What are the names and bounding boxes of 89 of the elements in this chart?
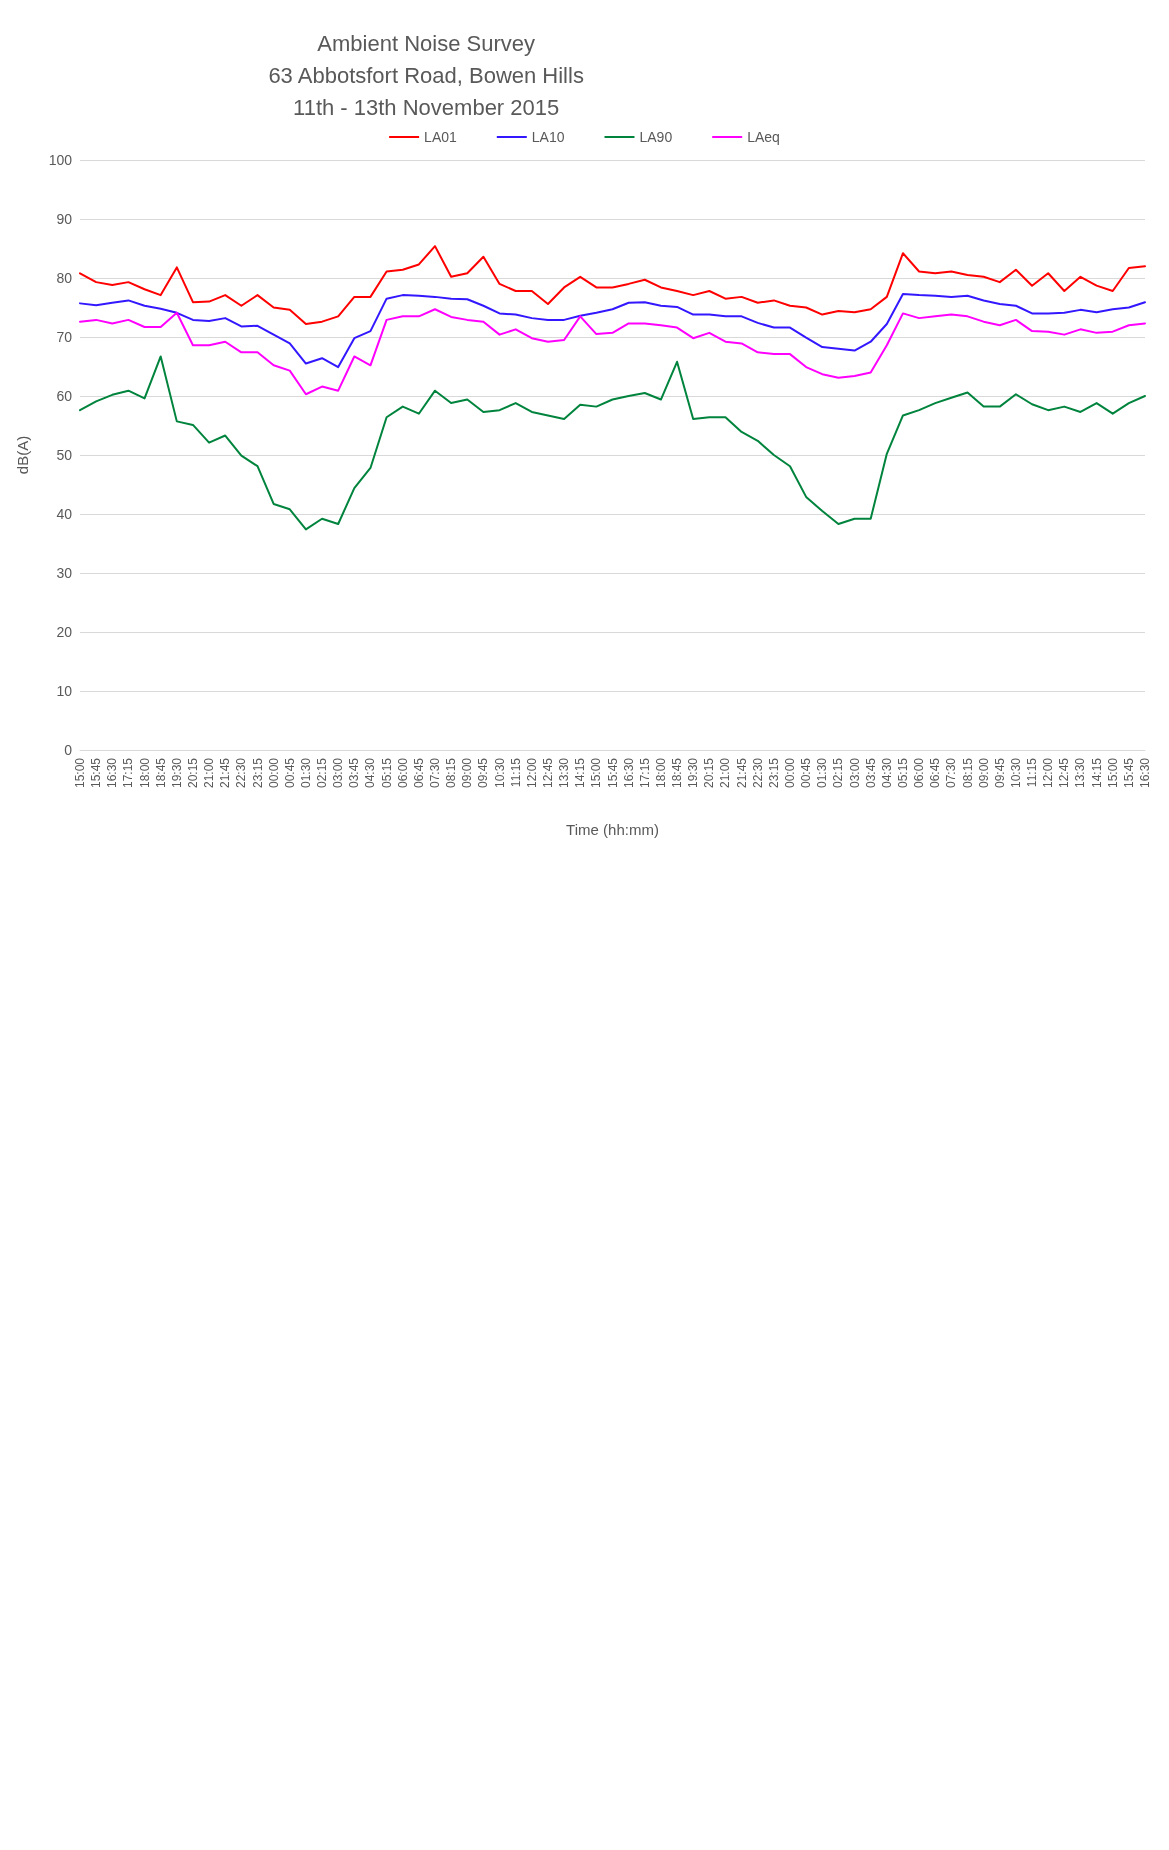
- x-tick-label: 16:30: [1138, 757, 1152, 789]
- x-tick-label: 09:45: [476, 757, 491, 789]
- x-tick-label: 14:15: [1089, 757, 1104, 789]
- x-tick-label: 09:00: [460, 757, 475, 789]
- x-tick-label: 15:00: [73, 757, 87, 789]
- x-tick-label: 19:30: [169, 757, 184, 789]
- legend-label: LA01: [424, 129, 458, 145]
- x-tick-label: 20:15: [702, 757, 717, 789]
- legend-label: LA10: [531, 129, 565, 145]
- x-tick-label: 14:15: [573, 757, 588, 789]
- y-tick-label: 40: [56, 506, 73, 522]
- y-tick-label: 70: [56, 329, 73, 345]
- x-tick-label: 10:30: [492, 757, 507, 789]
- x-tick-label: 21:00: [718, 757, 733, 789]
- x-tick-label: 06:00: [912, 757, 927, 789]
- x-tick-label: 17:15: [121, 757, 136, 789]
- x-tick-label: 02:15: [315, 757, 330, 789]
- x-tick-label: 03:45: [347, 757, 362, 789]
- line-series: [79, 355, 1146, 531]
- line-series: [79, 292, 1146, 369]
- x-tick-label: 01:30: [298, 757, 313, 789]
- x-tick-label: 15:45: [89, 757, 104, 789]
- x-tick-label: 00:45: [282, 757, 297, 789]
- x-tick-label: 00:45: [799, 757, 814, 789]
- y-tick-label: 100: [48, 152, 73, 168]
- y-tick-label: 90: [56, 211, 73, 227]
- x-tick-label: 22:30: [750, 757, 765, 789]
- x-tick-label: 20:15: [185, 757, 200, 789]
- x-tick-label: 02:15: [831, 757, 846, 789]
- x-tick-label: 05:15: [379, 757, 394, 789]
- x-tick-label: 22:30: [234, 757, 249, 789]
- x-tick-label: 07:30: [428, 757, 442, 789]
- x-tick-label: 03:00: [847, 757, 862, 789]
- x-tick-label: 00:00: [783, 757, 797, 789]
- x-tick-label: 18:00: [137, 757, 152, 789]
- x-tick-label: 18:00: [653, 757, 668, 789]
- y-axis-title: dB(A): [14, 435, 31, 475]
- x-tick-label: 15:00: [589, 757, 604, 789]
- x-tick-label: 11:15: [1025, 757, 1040, 788]
- x-tick-label: 08:15: [960, 757, 975, 789]
- y-tick-label: 10: [56, 683, 73, 699]
- x-tick-label: 05:15: [895, 757, 910, 789]
- y-tick-label: 20: [56, 624, 73, 640]
- x-tick-label: 06:45: [928, 757, 943, 789]
- x-tick-label: 23:15: [250, 757, 265, 789]
- x-tick-label: 09:00: [976, 757, 991, 789]
- x-tick-label: 12:00: [1041, 757, 1056, 789]
- x-tick-label: 18:45: [670, 757, 685, 789]
- x-tick-label: 04:30: [879, 757, 894, 789]
- x-tick-label: 23:15: [766, 757, 781, 789]
- x-tick-label: 12:00: [524, 757, 539, 789]
- line-series: [79, 245, 1146, 326]
- x-tick-label: 06:45: [411, 757, 426, 789]
- x-tick-label: 00:00: [266, 757, 281, 789]
- x-tick-label: 21:45: [218, 757, 233, 789]
- y-tick-label: 60: [56, 388, 73, 404]
- x-axis-title: Time (hh:mm): [566, 821, 659, 838]
- x-tick-label: 16:30: [105, 757, 120, 789]
- chart-title: Ambient Noise Survey 63 Abbotsfort Road, Bowen Hills 11th - 13th November 2015: [268, 30, 584, 120]
- x-tick-label: 03:45: [863, 757, 878, 789]
- x-tick-label: 13:30: [557, 757, 572, 789]
- line-series: [79, 308, 1146, 396]
- x-tick-label: 12:45: [540, 757, 555, 789]
- y-tick-label: 30: [56, 565, 73, 581]
- x-tick-label: 19:30: [686, 757, 701, 789]
- x-tick-label: 16:30: [621, 757, 636, 789]
- y-tick-label: 80: [56, 270, 73, 286]
- x-tick-label: 08:15: [444, 757, 459, 789]
- x-tick-label: 09:45: [992, 757, 1007, 789]
- x-tick-label: 03:00: [331, 757, 346, 789]
- x-tick-label: 13:30: [1073, 757, 1088, 789]
- x-tick-label: 21:00: [202, 757, 217, 789]
- x-tick-label: 12:45: [1057, 757, 1072, 789]
- x-tick-label: 18:45: [153, 757, 168, 789]
- x-tick-label: 06:00: [395, 757, 410, 789]
- y-tick-label: 0: [64, 742, 73, 758]
- y-tick-label: 50: [56, 447, 73, 463]
- x-tick-label: 21:45: [734, 757, 749, 789]
- legend-label: LAeq: [747, 129, 780, 145]
- x-tick-label: 07:30: [944, 757, 959, 789]
- x-tick-label: 04:30: [363, 757, 378, 789]
- x-tick-label: 17:15: [637, 757, 652, 789]
- x-tick-label: 11:15: [508, 757, 523, 788]
- x-tick-label: 10:30: [1008, 757, 1023, 789]
- x-tick-label: 15:00: [1105, 757, 1120, 789]
- legend-label: LA90: [639, 129, 673, 145]
- x-tick-label: 15:45: [605, 757, 620, 789]
- x-tick-label: 15:45: [1121, 757, 1136, 789]
- x-tick-label: 01:30: [815, 757, 830, 789]
